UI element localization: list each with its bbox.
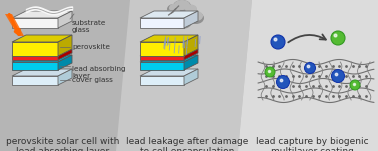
Text: lead capture by biogenic
multilayer coating: lead capture by biogenic multilayer coat…: [256, 137, 368, 151]
Polygon shape: [140, 69, 198, 76]
Polygon shape: [140, 42, 184, 56]
Text: perovskite: perovskite: [72, 44, 110, 50]
Polygon shape: [140, 56, 184, 60]
Circle shape: [350, 80, 360, 90]
Polygon shape: [58, 35, 72, 56]
Ellipse shape: [173, 14, 191, 26]
Polygon shape: [184, 35, 198, 56]
Polygon shape: [238, 0, 378, 151]
Polygon shape: [12, 69, 72, 76]
Polygon shape: [58, 11, 72, 28]
Ellipse shape: [169, 3, 181, 13]
Ellipse shape: [173, 0, 191, 12]
Polygon shape: [58, 55, 72, 70]
Ellipse shape: [167, 4, 181, 14]
Polygon shape: [140, 49, 198, 56]
Circle shape: [331, 31, 345, 45]
Polygon shape: [184, 11, 198, 28]
Ellipse shape: [162, 10, 176, 20]
Circle shape: [271, 35, 285, 49]
Circle shape: [332, 69, 344, 82]
Polygon shape: [184, 69, 198, 85]
Polygon shape: [140, 18, 184, 28]
Polygon shape: [12, 11, 72, 18]
Polygon shape: [116, 0, 252, 151]
Polygon shape: [12, 76, 58, 85]
Polygon shape: [5, 14, 24, 36]
Polygon shape: [140, 62, 184, 70]
Circle shape: [265, 67, 275, 77]
Polygon shape: [184, 49, 198, 60]
Text: lead absorbing
layer: lead absorbing layer: [72, 66, 125, 79]
Polygon shape: [140, 76, 184, 85]
Ellipse shape: [160, 11, 176, 23]
Polygon shape: [12, 62, 58, 70]
Circle shape: [305, 63, 316, 74]
Polygon shape: [140, 35, 198, 42]
Text: perovskite solar cell with
lead absorbing layer: perovskite solar cell with lead absorbin…: [6, 137, 120, 151]
Polygon shape: [0, 0, 130, 151]
Ellipse shape: [188, 12, 204, 24]
Text: cover glass: cover glass: [72, 77, 113, 83]
Polygon shape: [58, 69, 72, 85]
Ellipse shape: [185, 5, 197, 13]
Polygon shape: [58, 49, 72, 60]
Ellipse shape: [174, 0, 190, 10]
Polygon shape: [140, 11, 198, 18]
Polygon shape: [12, 35, 72, 42]
Polygon shape: [12, 42, 58, 56]
Circle shape: [276, 76, 290, 88]
Polygon shape: [140, 55, 198, 62]
Ellipse shape: [172, 15, 192, 29]
Polygon shape: [12, 56, 58, 60]
Polygon shape: [12, 55, 72, 62]
Ellipse shape: [189, 11, 203, 21]
Polygon shape: [184, 55, 198, 70]
Text: lead leakage after damage
to cell encapsulation: lead leakage after damage to cell encaps…: [126, 137, 248, 151]
Polygon shape: [12, 49, 72, 56]
Text: substrate
glass: substrate glass: [72, 20, 106, 33]
Ellipse shape: [183, 5, 197, 15]
Polygon shape: [12, 18, 58, 28]
